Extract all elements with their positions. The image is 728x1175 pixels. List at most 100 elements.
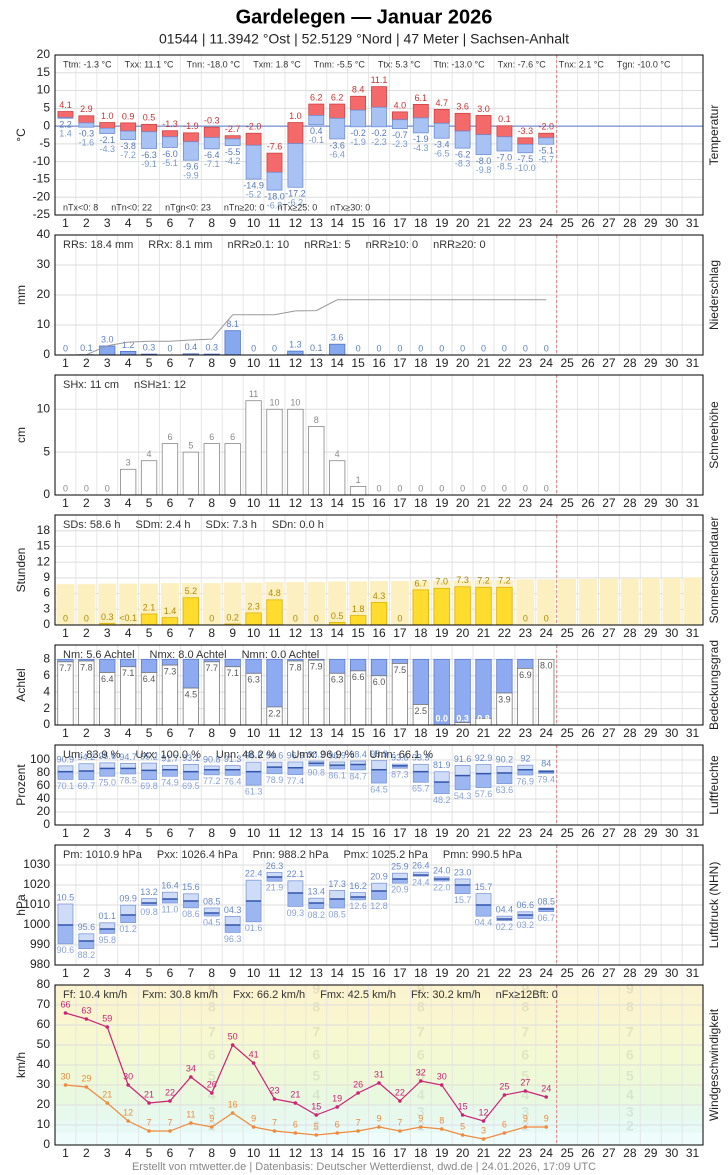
x-tick-label: 1 — [62, 826, 69, 840]
plot-frame — [54, 644, 704, 726]
ground-label: -6.5 — [434, 149, 450, 159]
y-tick-label: 1030 — [23, 857, 50, 871]
possible-bar — [390, 581, 409, 625]
x-tick-label: 15 — [351, 216, 365, 230]
x-tick-label: 15 — [351, 826, 365, 840]
x-tick-label: 29 — [644, 826, 658, 840]
value-label: 10 — [269, 398, 279, 408]
x-tick-label: 31 — [686, 726, 700, 740]
x-tick-label: 10 — [247, 216, 261, 230]
value-label: 9 — [251, 1113, 256, 1123]
stat-text: Nm: 5.6 Achtel — [63, 649, 135, 661]
x-tick-label: 12 — [289, 826, 303, 840]
y-tick-label: 80 — [37, 977, 51, 991]
y-tick-label: 0 — [43, 347, 50, 361]
point — [502, 1131, 507, 1135]
high-label: 24.0 — [433, 865, 451, 875]
value-label: 0 — [293, 613, 298, 623]
bar-lower — [391, 119, 408, 130]
x-tick-label: 14 — [331, 626, 345, 640]
low-label: -5.1 — [538, 146, 554, 156]
stat-text: SDn: 0.0 h — [272, 519, 324, 531]
y-axis-label: Stunden — [14, 548, 28, 593]
x-tick-label: 23 — [519, 626, 533, 640]
x-tick-label: 27 — [602, 216, 616, 230]
value-label: 0.4 — [185, 342, 198, 352]
series-line — [65, 1084, 547, 1140]
ground-label: -10.0 — [515, 163, 536, 173]
ground-label: -8.3 — [455, 159, 471, 169]
stat-text: Txn: -7.6 °C — [498, 59, 547, 69]
x-tick-label: 24 — [540, 216, 554, 230]
value-label: 26 — [207, 1079, 217, 1089]
bar-upper — [287, 122, 304, 144]
x-tick-label: 13 — [310, 826, 324, 840]
x-tick-label: 4 — [125, 1146, 132, 1160]
beaufort-label: 9 — [312, 981, 320, 997]
low-label: 12.6 — [349, 901, 367, 911]
value-label: 0 — [397, 343, 402, 353]
value-label: 25 — [499, 1081, 509, 1091]
bar-upper — [224, 916, 241, 926]
value-label: 5 — [460, 1121, 465, 1131]
value-label: 7.1 — [226, 668, 239, 678]
value-label: 2.3 — [247, 601, 260, 611]
x-tick-label: 27 — [602, 726, 616, 740]
x-tick-label: 31 — [686, 216, 700, 230]
x-tick-label: 4 — [125, 726, 132, 740]
x-tick-label: 24 — [540, 726, 554, 740]
x-tick-label: 13 — [310, 966, 324, 980]
bar — [454, 586, 471, 626]
low-label: 04.4 — [475, 918, 493, 928]
x-tick-label: 3 — [104, 356, 111, 370]
y-tick-label: 10 — [37, 317, 51, 331]
stat-text: Ff: 10.4 km/h — [63, 989, 127, 1001]
low-label: -6.2 — [455, 150, 471, 160]
x-tick-label: 5 — [146, 496, 153, 510]
value-label: 7 — [397, 1117, 402, 1127]
bar — [266, 599, 283, 626]
value-label: 9 — [418, 1113, 423, 1123]
y-tick-label: 10 — [37, 83, 51, 97]
bar-upper — [203, 126, 220, 138]
value-label: 0 — [356, 343, 361, 353]
value-label: 30 — [60, 1071, 70, 1081]
bar-lower — [245, 771, 262, 786]
low-label: 48.2 — [433, 795, 451, 805]
x-tick-label: 28 — [623, 826, 637, 840]
value-label: 0 — [209, 613, 214, 623]
high-label: 10.5 — [57, 892, 75, 902]
x-tick-label: 22 — [498, 726, 512, 740]
x-tick-label: 23 — [519, 826, 533, 840]
x-tick-label: 28 — [623, 356, 637, 370]
stat-text: nTn≥20: 0 — [224, 202, 264, 212]
y-tick-label: 60 — [37, 778, 51, 792]
beaufort-label: 8 — [208, 999, 216, 1015]
plot-frame — [54, 844, 704, 966]
y-tick-label: 40 — [37, 791, 51, 805]
stat-text: Pmn: 990.5 hPa — [443, 849, 523, 861]
x-tick-label: 27 — [602, 496, 616, 510]
bar-upper — [412, 104, 429, 119]
point — [544, 1125, 549, 1129]
low-label: 78.9 — [266, 775, 284, 785]
value-label: 9 — [544, 1113, 549, 1123]
bar-upper — [433, 109, 450, 124]
side-label: Temperatur — [707, 105, 721, 166]
beaufort-band — [55, 1045, 703, 1067]
high-label: 11.1 — [371, 75, 388, 85]
bar — [329, 460, 346, 496]
clear-part — [349, 658, 367, 672]
value-label: 3 — [126, 458, 131, 468]
bar-upper — [182, 132, 199, 143]
low-label: 69.8 — [140, 781, 158, 791]
x-tick-label: 20 — [456, 726, 470, 740]
bar-upper — [120, 763, 137, 769]
bar-upper — [287, 761, 304, 769]
x-tick-label: 10 — [247, 1146, 261, 1160]
x-tick-label: 2 — [83, 216, 90, 230]
high-label: 01.1 — [98, 911, 116, 921]
stat-text: SDx: 7.3 h — [206, 519, 257, 531]
value-label: 7.7 — [59, 663, 72, 673]
